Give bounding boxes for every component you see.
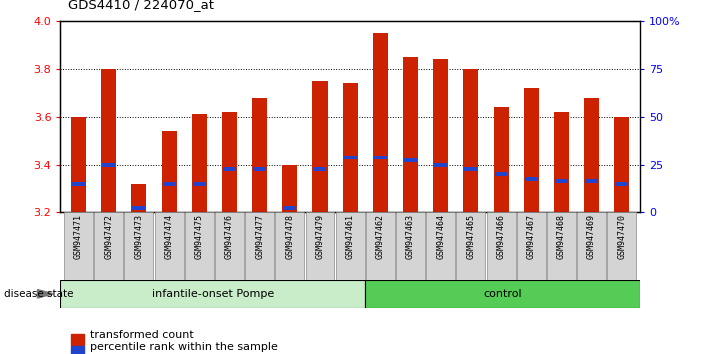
- Text: GSM947469: GSM947469: [587, 215, 596, 259]
- FancyBboxPatch shape: [366, 212, 395, 280]
- FancyBboxPatch shape: [185, 212, 214, 280]
- Bar: [524, 88, 539, 212]
- FancyBboxPatch shape: [456, 212, 486, 280]
- Text: disease state: disease state: [4, 289, 73, 299]
- FancyBboxPatch shape: [124, 212, 154, 280]
- Bar: [223, 167, 236, 171]
- FancyBboxPatch shape: [607, 212, 636, 280]
- FancyBboxPatch shape: [426, 212, 455, 280]
- Text: GSM947468: GSM947468: [557, 215, 566, 259]
- Text: GSM947470: GSM947470: [617, 215, 626, 259]
- Text: transformed count: transformed count: [90, 330, 193, 339]
- Bar: [284, 206, 296, 210]
- FancyBboxPatch shape: [215, 212, 244, 280]
- Text: GSM947466: GSM947466: [496, 215, 506, 259]
- Bar: [343, 155, 357, 159]
- Text: GSM947474: GSM947474: [164, 215, 173, 259]
- Bar: [374, 155, 387, 159]
- Bar: [192, 114, 207, 212]
- Bar: [464, 69, 479, 212]
- Bar: [616, 182, 629, 185]
- FancyBboxPatch shape: [275, 212, 304, 280]
- FancyBboxPatch shape: [60, 280, 365, 308]
- Bar: [585, 179, 598, 183]
- Bar: [282, 165, 297, 212]
- Text: GSM947467: GSM947467: [527, 215, 536, 259]
- Text: GSM947472: GSM947472: [105, 215, 113, 259]
- Bar: [71, 117, 86, 212]
- Bar: [72, 182, 85, 185]
- Text: GSM947478: GSM947478: [285, 215, 294, 259]
- Text: GSM947476: GSM947476: [225, 215, 234, 259]
- FancyBboxPatch shape: [396, 212, 425, 280]
- Text: GDS4410 / 224070_at: GDS4410 / 224070_at: [68, 0, 213, 11]
- Bar: [252, 98, 267, 212]
- Bar: [464, 167, 477, 171]
- FancyBboxPatch shape: [154, 212, 183, 280]
- Bar: [554, 112, 569, 212]
- Text: GSM947477: GSM947477: [255, 215, 264, 259]
- Bar: [525, 177, 538, 181]
- Text: GSM947464: GSM947464: [437, 215, 445, 259]
- Bar: [614, 117, 629, 212]
- Text: infantile-onset Pompe: infantile-onset Pompe: [151, 289, 274, 299]
- FancyBboxPatch shape: [64, 212, 93, 280]
- Bar: [555, 179, 568, 183]
- Text: GSM947473: GSM947473: [134, 215, 144, 259]
- Polygon shape: [38, 290, 53, 298]
- Bar: [433, 59, 448, 212]
- Text: percentile rank within the sample: percentile rank within the sample: [90, 342, 277, 352]
- Bar: [584, 98, 599, 212]
- Bar: [132, 206, 145, 210]
- FancyBboxPatch shape: [577, 212, 606, 280]
- FancyBboxPatch shape: [486, 212, 515, 280]
- Bar: [314, 167, 326, 171]
- Bar: [101, 69, 117, 212]
- Bar: [373, 33, 388, 212]
- Bar: [404, 158, 417, 162]
- Bar: [253, 167, 266, 171]
- Text: GSM947462: GSM947462: [376, 215, 385, 259]
- Bar: [403, 57, 418, 212]
- Text: GSM947475: GSM947475: [195, 215, 204, 259]
- FancyBboxPatch shape: [517, 212, 546, 280]
- Bar: [132, 184, 146, 212]
- Bar: [343, 83, 358, 212]
- FancyBboxPatch shape: [547, 212, 576, 280]
- Text: GSM947479: GSM947479: [316, 215, 324, 259]
- FancyBboxPatch shape: [306, 212, 334, 280]
- Text: GSM947465: GSM947465: [466, 215, 476, 259]
- Bar: [312, 81, 328, 212]
- Bar: [102, 163, 115, 166]
- FancyBboxPatch shape: [95, 212, 123, 280]
- Bar: [193, 182, 205, 185]
- Text: control: control: [483, 289, 522, 299]
- FancyBboxPatch shape: [336, 212, 365, 280]
- FancyBboxPatch shape: [365, 280, 640, 308]
- Bar: [493, 107, 508, 212]
- Text: GSM947463: GSM947463: [406, 215, 415, 259]
- Bar: [163, 182, 176, 185]
- Bar: [161, 131, 176, 212]
- Text: GSM947461: GSM947461: [346, 215, 355, 259]
- FancyBboxPatch shape: [245, 212, 274, 280]
- Bar: [222, 112, 237, 212]
- Text: GSM947471: GSM947471: [74, 215, 83, 259]
- Bar: [434, 163, 447, 166]
- Bar: [495, 172, 508, 176]
